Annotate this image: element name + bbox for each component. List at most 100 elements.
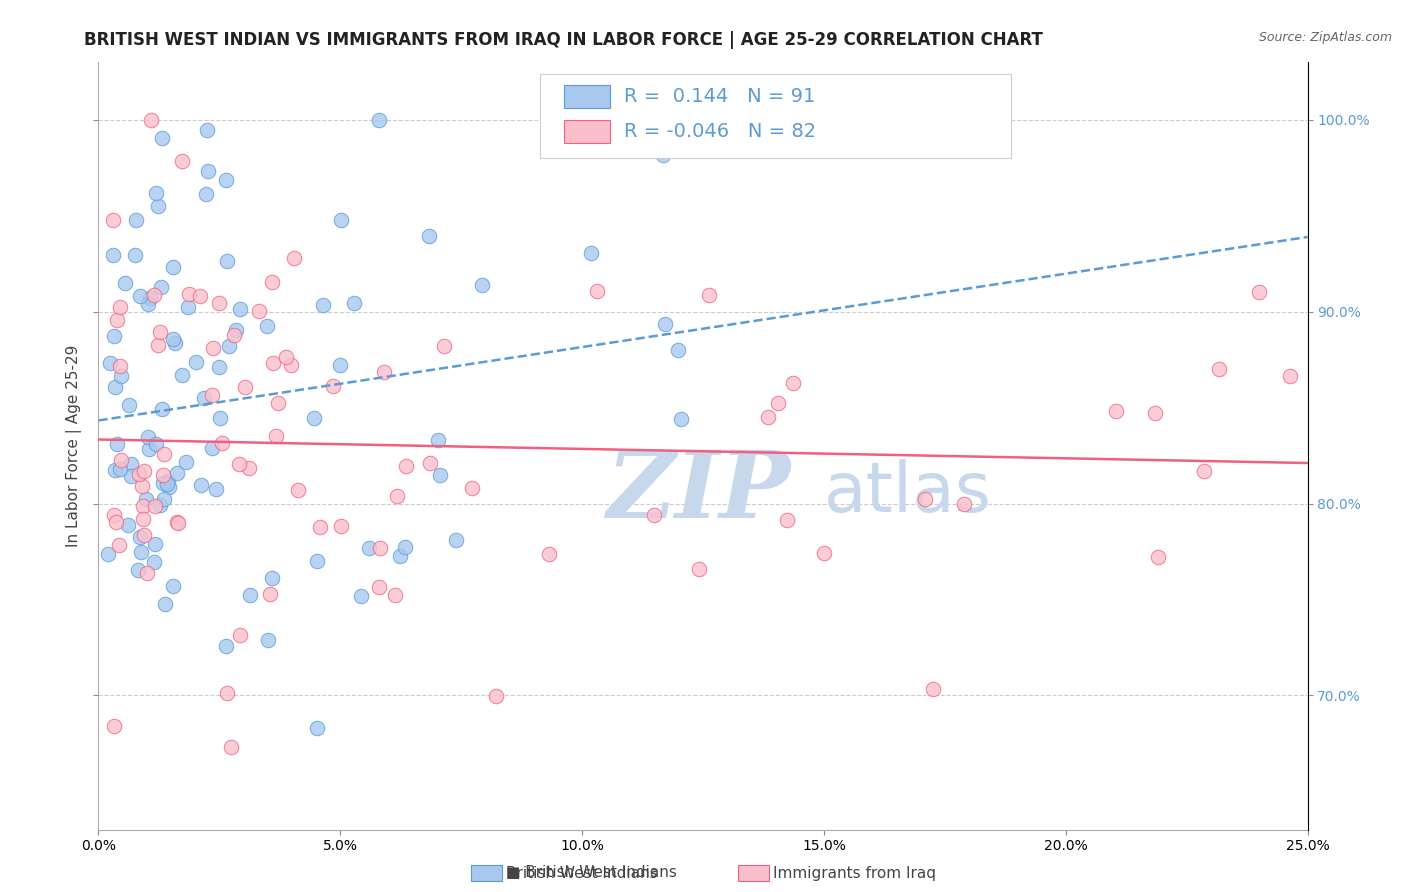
Point [148,338,170,352]
Point [224,328,246,343]
Point [247,303,270,318]
Point [124,248,146,262]
Point [1192,464,1215,478]
Point [108,300,131,314]
FancyBboxPatch shape [540,74,1011,158]
Point [188,289,211,303]
Point [914,491,936,506]
Point [152,476,174,491]
Point [756,409,779,424]
Point [579,245,602,260]
Point [813,545,835,559]
Point [215,254,238,268]
Point [184,355,207,369]
Text: Immigrants from Iraq: Immigrants from Iraq [773,866,936,880]
Point [343,296,366,310]
Point [257,633,280,648]
Point [697,288,720,302]
Point [418,229,440,244]
Point [688,562,710,576]
Point [239,588,262,602]
Point [97,547,120,561]
Point [262,571,284,585]
Point [429,468,451,483]
Point [305,554,328,568]
Point [162,333,184,347]
Y-axis label: In Labor Force | Age 25-29: In Labor Force | Age 25-29 [66,345,83,547]
Point [110,453,132,467]
Point [128,467,150,481]
Point [105,515,128,529]
Point [153,597,176,611]
Point [256,319,278,334]
Point [218,339,240,353]
Point [149,279,172,293]
Point [264,429,287,443]
Point [669,412,692,426]
Point [350,590,373,604]
Point [1144,406,1167,420]
Point [201,388,224,402]
Point [150,402,173,417]
Point [145,436,167,450]
Point [193,392,215,406]
Point [359,541,381,555]
Point [98,356,121,370]
Point [166,467,188,481]
Point [129,545,152,559]
Point [395,459,418,474]
Point [654,317,676,331]
Point [461,481,484,495]
Point [127,564,149,578]
Point [135,492,157,507]
Point [394,540,416,554]
Point [105,312,128,326]
Point [283,252,305,266]
Point [105,437,128,451]
Point [149,498,172,512]
Point [215,640,238,654]
Point [162,260,184,274]
Point [142,288,165,302]
Point [152,468,174,483]
Point [143,499,166,513]
Point [145,186,167,200]
Point [426,433,449,447]
Point [921,682,943,697]
Point [138,442,160,456]
Point [139,291,162,305]
Point [388,549,411,563]
Point [368,541,391,555]
Point [215,686,238,700]
Point [537,547,560,561]
Point [167,516,190,531]
Text: atlas: atlas [824,458,991,525]
Point [384,588,406,602]
Point [143,537,166,551]
Text: ZIP: ZIP [606,447,790,537]
Point [775,513,797,527]
Point [262,356,284,370]
Point [138,430,160,444]
Point [132,512,155,526]
Point [204,482,226,496]
Point [152,447,174,461]
Point [368,112,391,127]
Point [136,566,159,580]
Point [110,369,132,384]
Point [215,173,238,187]
Point [103,329,125,343]
Point [782,376,804,391]
Point [162,579,184,593]
Text: R =  0.144   N = 91: R = 0.144 N = 91 [624,87,815,106]
Point [101,213,124,227]
Point [485,689,508,703]
Point [229,628,252,642]
Point [666,343,689,357]
Point [643,508,665,522]
Point [267,396,290,410]
Point [110,462,132,476]
Point [208,296,231,310]
Point [201,442,224,456]
Bar [564,120,610,143]
